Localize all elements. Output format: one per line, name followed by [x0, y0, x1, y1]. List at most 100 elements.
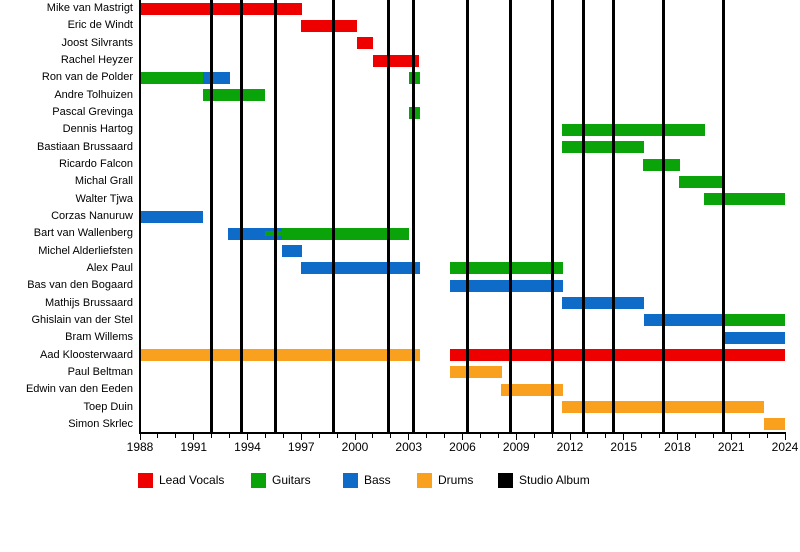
member-label: Dennis Hartog [62, 123, 133, 136]
x-axis-line [139, 432, 786, 434]
x-axis-tick [694, 434, 696, 438]
x-axis-tick [247, 434, 248, 440]
timeline-bar-guitars [679, 175, 725, 188]
x-axis-tick-label: 2021 [717, 440, 745, 454]
legend-label-drums: Drums [438, 473, 474, 487]
x-axis-tick [551, 434, 553, 438]
legend-swatch-lead_vocals [138, 473, 153, 488]
x-axis-tick [677, 434, 678, 440]
x-axis-tick-label: 2003 [395, 440, 423, 454]
studio-album-line [332, 0, 335, 432]
studio-album-line [509, 0, 513, 432]
x-axis-tick [569, 434, 571, 440]
member-label: Ricardo Falcon [59, 158, 133, 171]
x-axis-tick [408, 434, 410, 440]
x-axis-tick [264, 434, 266, 438]
member-label: Corzas Nanuruw [51, 210, 133, 222]
timeline-bar-bass [281, 245, 303, 258]
x-axis-tick-label: 1988 [126, 440, 154, 454]
timeline-bar-bass [724, 331, 785, 344]
x-axis-tick [157, 434, 159, 438]
x-axis-tick [623, 434, 625, 440]
x-axis-tick [515, 434, 517, 440]
timeline-bar-lead_vocals [372, 54, 420, 67]
timeline-bar-lead_vocals [449, 349, 785, 362]
x-axis-tick [229, 434, 231, 438]
studio-album-line [210, 0, 214, 432]
member-label: Michal Grall [74, 175, 133, 188]
studio-album-line [386, 0, 390, 432]
studio-album-line [581, 0, 585, 432]
timeline-bar-drums [449, 366, 502, 379]
x-axis-tick [139, 434, 141, 440]
x-axis-tick [354, 434, 356, 440]
timeline-bar-guitars [281, 227, 409, 240]
x-axis-tick [426, 434, 428, 438]
legend-swatch-studio_album [498, 473, 513, 488]
timeline-bar-drums [763, 418, 785, 431]
x-axis-tick [300, 434, 302, 440]
x-axis-tick [444, 434, 446, 438]
member-label: Ghislain van der Stel [31, 313, 134, 326]
studio-album-line [612, 0, 616, 432]
legend-label-studio_album: Studio Album [519, 473, 590, 487]
timeline-bar-bass [561, 297, 645, 310]
x-axis-tick-label: 2006 [449, 440, 476, 454]
member-label: Rachel Heyzer [60, 54, 133, 67]
timeline-bar-bass [140, 210, 203, 223]
member-label: Simon Skrlec [68, 417, 133, 430]
member-label: Walter Tjwa [75, 192, 133, 205]
member-label: Mathijs Brussaard [44, 296, 133, 309]
member-label: Edwin van den Eeden [25, 383, 133, 396]
studio-album-line [550, 0, 554, 432]
x-axis-tick-label: 2000 [341, 440, 369, 454]
x-axis-tick [533, 434, 535, 438]
timeline-bar-guitars [561, 123, 706, 136]
member-label: Pascal Grevinga [52, 106, 133, 119]
x-axis-tick [641, 434, 643, 438]
member-label: Andre Tolhuizen [54, 88, 133, 101]
x-axis-tick [748, 434, 750, 438]
x-axis-tick [211, 434, 213, 438]
studio-album-line [466, 0, 470, 432]
x-axis-tick [462, 434, 463, 440]
x-axis-tick-label: 2024 [771, 440, 799, 454]
member-label: Bastiaan Brussaard [37, 140, 133, 153]
timeline-bar-guitars [449, 262, 563, 275]
member-label: Paul Beltman [67, 365, 133, 378]
member-label: Eric de Windt [67, 19, 133, 32]
x-axis-tick-label: 1994 [234, 440, 261, 454]
timeline-bar-bass [301, 262, 421, 275]
member-label: Toep Duin [83, 400, 133, 413]
member-label: Alex Paul [86, 261, 133, 274]
member-label: Mike van Mastrigt [46, 2, 133, 15]
x-axis-tick-label: 2015 [610, 440, 638, 454]
legend-label-guitars: Guitars [272, 473, 311, 487]
x-axis-tick [587, 434, 589, 438]
timeline-bar-guitars [202, 89, 266, 102]
x-axis-tick [497, 434, 499, 438]
timeline-bar-lead_vocals [140, 2, 303, 15]
legend-swatch-bass [343, 473, 358, 488]
x-axis-tick [318, 434, 320, 438]
timeline-bar-guitars [140, 71, 203, 84]
timeline-bar-bass [644, 314, 725, 327]
legend-label-bass: Bass [364, 473, 391, 487]
legend-swatch-drums [417, 473, 432, 488]
studio-album-line [273, 0, 277, 432]
member-label: Michel Alderliefsten [38, 244, 133, 257]
x-axis-tick [336, 434, 338, 438]
member-label: Bram Willems [65, 331, 133, 344]
timeline-bar-guitars [561, 141, 645, 154]
legend-swatch-guitars [251, 473, 266, 488]
timeline-bar-guitars [704, 193, 785, 206]
x-axis-tick [766, 434, 768, 438]
x-axis-tick [282, 434, 284, 438]
studio-album-line [411, 0, 415, 432]
x-axis-tick-label: 1997 [287, 440, 315, 454]
member-label: Joost Silvrants [61, 36, 133, 49]
x-axis-tick-label: 2009 [502, 440, 530, 454]
member-label: Aad Kloosterwaard [40, 348, 133, 361]
timeline-bar-lead_vocals [356, 37, 373, 50]
